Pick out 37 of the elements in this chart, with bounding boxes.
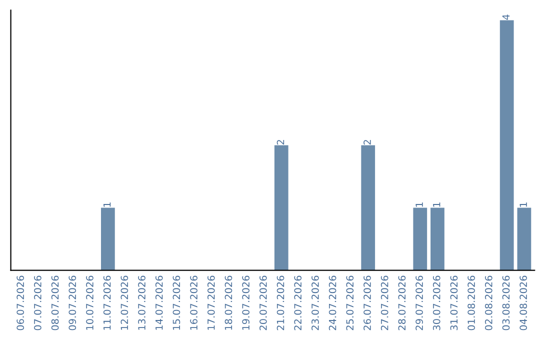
data-label: 1 <box>104 202 111 207</box>
x-tick-label: 23.07.2026 <box>312 276 319 330</box>
x-tick-label: 04.08.2026 <box>520 276 528 330</box>
x-tick-label: 27.07.2026 <box>380 276 388 330</box>
x-tick-label: 11.07.2026 <box>103 276 111 330</box>
x-tick-label: 02.08.2026 <box>484 276 492 330</box>
x-tick-label: 16.07.2026 <box>190 276 198 330</box>
x-tick-label: 07.07.2026 <box>34 276 42 330</box>
data-label: 4 <box>502 14 510 20</box>
x-tick-label: 28.07.2026 <box>398 276 406 330</box>
data-label: 1 <box>433 202 440 207</box>
x-tick-label: 12.07.2026 <box>120 276 128 330</box>
data-label: 2 <box>364 140 371 145</box>
x-tick-label: 21.07.2026 <box>276 276 284 330</box>
data-label: 1 <box>416 202 423 207</box>
x-tick-label: 13.07.2026 <box>138 276 146 330</box>
x-tick-label: 22.07.2026 <box>294 276 302 330</box>
x-tick-label: 24.07.2026 <box>328 276 336 330</box>
x-tick-label: 09.07.2026 <box>68 276 76 330</box>
x-tick-label: 30.07.2026 <box>432 276 440 330</box>
x-tick-label: 14.07.2026 <box>155 276 163 330</box>
x-tick-label: 29.07.2026 <box>416 276 423 330</box>
x-tick-label: 06.07.2026 <box>16 276 24 330</box>
x-tick-label: 17.07.2026 <box>207 276 215 330</box>
data-label: 2 <box>276 140 284 145</box>
x-tick-label: 26.07.2026 <box>364 276 371 330</box>
x-tick-label: 15.07.2026 <box>172 276 180 330</box>
x-tick-label: 25.07.2026 <box>346 276 354 330</box>
x-tick-label: 20.07.2026 <box>259 276 267 330</box>
x-tick-label: 31.07.2026 <box>450 276 458 330</box>
data-label: 1 <box>520 202 527 207</box>
x-tick-label: 03.08.2026 <box>502 276 510 330</box>
x-tick-label: 18.07.2026 <box>224 276 232 330</box>
x-tick-label: 19.07.2026 <box>242 276 250 330</box>
x-tick-label: 08.07.2026 <box>51 276 59 330</box>
x-tick-label: 01.08.2026 <box>468 276 475 330</box>
x-tick-label: 10.07.2026 <box>86 276 94 330</box>
